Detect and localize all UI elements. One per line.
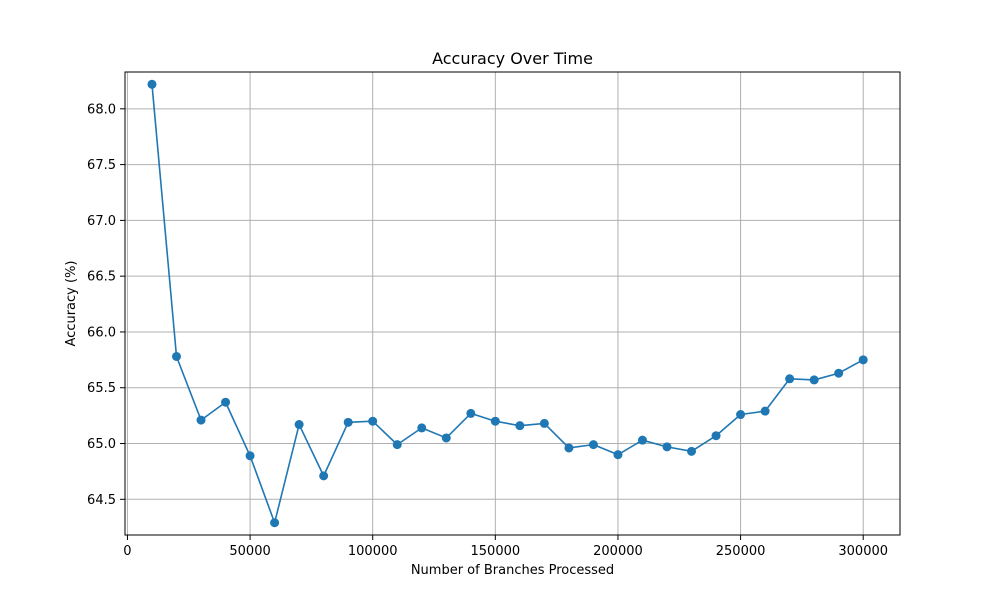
data-point (417, 423, 427, 433)
data-point (392, 440, 402, 450)
data-point (834, 368, 844, 378)
x-tick-label: 150000 (471, 544, 521, 559)
data-point (760, 406, 770, 416)
data-point (490, 416, 500, 426)
data-point (515, 421, 525, 431)
x-tick-label: 50000 (229, 544, 270, 559)
data-point (785, 374, 795, 384)
data-point (221, 397, 231, 407)
data-point (662, 442, 672, 452)
y-tick-label: 67.0 (87, 214, 116, 229)
y-tick-label: 64.5 (87, 493, 116, 508)
data-point (294, 420, 304, 430)
data-point (637, 435, 647, 445)
grid-layer (125, 72, 900, 535)
data-point (711, 431, 721, 441)
x-tick-label: 250000 (716, 544, 766, 559)
data-point (270, 518, 280, 528)
data-point (858, 355, 868, 365)
data-point (172, 351, 181, 361)
x-tick-label: 300000 (838, 544, 888, 559)
y-tick-label: 66.5 (87, 270, 116, 285)
y-tick-label: 67.5 (87, 158, 116, 173)
data-point (809, 375, 819, 385)
chart-title: Accuracy Over Time (432, 49, 593, 68)
y-tick-label: 66.0 (87, 325, 116, 340)
data-point (245, 451, 255, 461)
tick-layer: 0 50000 100000 150000 200000 250000 300000 64.5… (87, 102, 888, 559)
x-tick-label: 0 (123, 544, 131, 559)
data-point (687, 446, 697, 456)
data-point (147, 79, 157, 89)
x-tick-label: 100000 (348, 544, 398, 559)
data-point (319, 471, 329, 481)
data-point (368, 416, 378, 426)
data-point (736, 410, 746, 420)
data-point (196, 415, 206, 425)
data-point (613, 450, 623, 460)
plot-frame (124, 71, 901, 536)
data-point (466, 408, 476, 418)
y-tick-label: 65.5 (87, 381, 116, 396)
data-point (441, 433, 451, 443)
data-point (588, 440, 598, 450)
x-axis-label: Number of Branches Processed (411, 563, 614, 578)
y-tick-label: 68.0 (87, 102, 116, 117)
y-tick-label: 65.0 (87, 437, 116, 452)
x-tick-label: 200000 (593, 544, 643, 559)
data-point (564, 443, 574, 453)
series-layer (147, 79, 868, 528)
y-axis-label: Accuracy (%) (64, 261, 79, 347)
data-point (539, 418, 549, 428)
data-point (343, 417, 353, 427)
